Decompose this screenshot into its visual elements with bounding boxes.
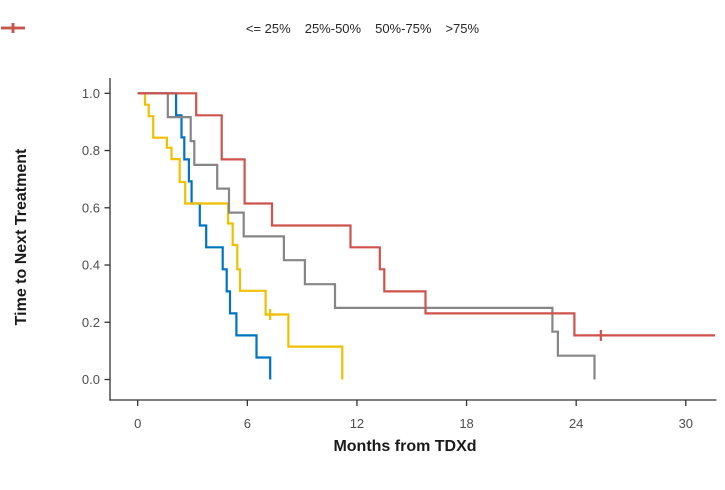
axes: [109, 78, 717, 401]
legend-item-1: 25%-50%: [1, 21, 362, 36]
legend-label: 25%-50%: [304, 21, 362, 36]
censor-marks: [264, 309, 607, 341]
x-tick-label: 0: [134, 416, 141, 431]
legend-label: 50%-75%: [375, 21, 432, 36]
x-tick-label: 12: [350, 416, 364, 431]
y-tick-label: 0.0: [82, 372, 100, 387]
legend-label: >75%: [445, 21, 480, 36]
y-tick-label: 1.0: [82, 86, 100, 101]
legend-item-0: <= 25%: [1, 21, 291, 36]
legend-label: <= 25%: [245, 21, 291, 36]
axis-ticks: 1.0 0.8 0.6 0.4 0.2 0.0 0 6 12 18 24 30: [82, 86, 693, 431]
y-tick-label: 0.6: [82, 200, 100, 215]
y-tick-label: 0.8: [82, 143, 100, 158]
x-axis-title: Months from TDXd: [333, 438, 476, 455]
legend-item-3: >75%: [1, 21, 480, 36]
y-axis-title: Time to Next Treatment: [13, 148, 30, 325]
x-tick-label: 30: [679, 416, 693, 431]
y-tick-label: 0.4: [82, 258, 100, 273]
x-tick-label: 18: [459, 416, 473, 431]
x-tick-label: 6: [244, 416, 251, 431]
km-curve-3: [137, 92, 715, 337]
km-curve-0: [137, 92, 272, 380]
km-curve-1: [137, 92, 344, 380]
legend-item-2: 50%-75%: [1, 21, 432, 36]
km-curve-2: [137, 92, 596, 380]
km-curves: [137, 92, 715, 380]
legend-marker-icon: [1, 23, 25, 33]
x-tick-label: 24: [569, 416, 583, 431]
chart-legend: <= 25% 25%-50% 50%-75% >75%: [0, 21, 725, 36]
y-tick-label: 0.2: [82, 315, 100, 330]
